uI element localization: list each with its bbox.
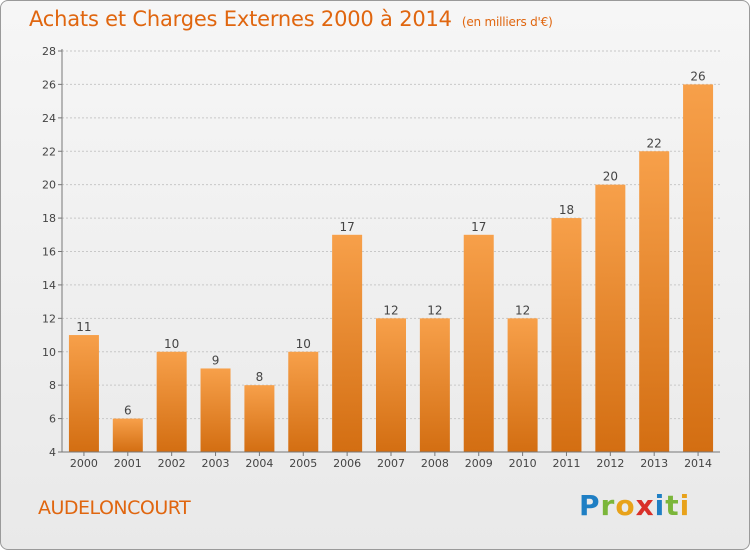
- proxiti-logo: Proxiti: [579, 489, 691, 522]
- x-tick-label: 2002: [158, 457, 186, 470]
- x-tick-label: 2000: [70, 457, 98, 470]
- data-label: 12: [515, 303, 530, 317]
- bar: [463, 234, 494, 452]
- x-tick-label: 2008: [421, 457, 449, 470]
- bar: [244, 385, 275, 452]
- data-label: 26: [690, 69, 705, 83]
- axes: [58, 49, 720, 456]
- x-tick-label: 2001: [114, 457, 142, 470]
- chart-title-text: Achats et Charges Externes 2000 à 2014: [29, 7, 452, 31]
- bar: [156, 351, 187, 452]
- bar: [376, 318, 406, 452]
- bar: [288, 351, 319, 452]
- y-tick-label: 12: [42, 312, 56, 325]
- bar: [639, 151, 670, 452]
- data-label: 12: [383, 303, 398, 317]
- data-label: 8: [256, 370, 264, 384]
- x-tick-label: 2010: [509, 457, 537, 470]
- bar: [419, 318, 450, 452]
- chart-title: Achats et Charges Externes 2000 à 2014 (e…: [29, 7, 553, 31]
- bar: [112, 418, 143, 452]
- x-tick-label: 2013: [640, 457, 668, 470]
- chart-unit: (en milliers d'€): [461, 15, 553, 29]
- y-tick-label: 24: [42, 112, 56, 125]
- data-label: 17: [471, 220, 486, 234]
- x-tick-label: 2012: [596, 457, 624, 470]
- x-tick-label: 2011: [552, 457, 580, 470]
- bar: [683, 84, 714, 453]
- data-label: 11: [76, 320, 91, 334]
- labels: 4 6 8 10 12 14 16 18 20 22 24 26 28 11 2000 6 2001 10 2002…: [42, 45, 712, 470]
- x-tick-label: 2004: [245, 457, 273, 470]
- y-tick-label: 8: [49, 379, 56, 392]
- bar: [595, 184, 626, 452]
- data-label: 20: [603, 170, 618, 184]
- y-tick-label: 20: [42, 179, 56, 192]
- commune-name: AUDELONCOURT: [38, 497, 191, 519]
- data-label: 18: [559, 203, 574, 217]
- y-tick-label: 18: [42, 212, 56, 225]
- data-label: 12: [427, 303, 442, 317]
- x-tick-label: 2007: [377, 457, 405, 470]
- y-tick-label: 28: [42, 45, 56, 58]
- bar: [551, 218, 582, 452]
- y-tick-label: 14: [42, 279, 56, 292]
- data-label: 6: [124, 404, 132, 418]
- bar: [332, 234, 363, 452]
- y-tick-label: 6: [49, 413, 56, 426]
- y-tick-label: 22: [42, 145, 56, 158]
- y-tick-label: 10: [42, 346, 56, 359]
- x-tick-label: 2005: [289, 457, 317, 470]
- y-tick-label: 26: [42, 78, 56, 91]
- x-tick-label: 2014: [684, 457, 712, 470]
- data-label: 22: [647, 136, 662, 150]
- bars: [68, 84, 714, 453]
- y-tick-label: 16: [42, 246, 56, 259]
- data-label: 10: [296, 337, 311, 351]
- y-tick-label: 4: [49, 446, 56, 459]
- x-tick-label: 2006: [333, 457, 361, 470]
- data-label: 9: [212, 353, 220, 367]
- bar: [507, 318, 538, 452]
- bar: [68, 335, 99, 452]
- bar: [200, 368, 231, 452]
- data-label: 17: [339, 220, 354, 234]
- x-tick-label: 2009: [465, 457, 493, 470]
- data-label: 10: [164, 337, 179, 351]
- x-tick-label: 2003: [202, 457, 230, 470]
